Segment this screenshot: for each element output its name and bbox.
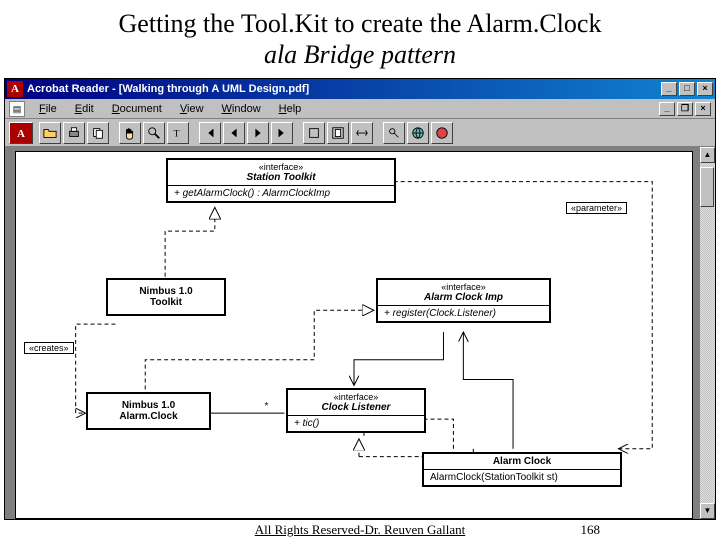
scroll-track[interactable] (700, 163, 715, 503)
operation: + getAlarmClock() : AlarmClockImp (168, 185, 394, 201)
web-link-button[interactable] (407, 122, 429, 144)
menu-edit[interactable]: Edit (67, 101, 102, 117)
scroll-down-button[interactable]: ▼ (700, 503, 715, 519)
class-alarm-clock: Alarm Clock AlarmClock(StationToolkit st… (422, 452, 622, 487)
content-area: * «interface» Station Toolkit + getAlarm… (5, 147, 715, 519)
edge-label-parameter: «parameter» (566, 202, 627, 214)
svg-text:*: * (265, 401, 269, 412)
mdi-restore-button[interactable]: ❐ (677, 102, 693, 116)
next-page-button[interactable] (247, 122, 269, 144)
hand-tool-button[interactable] (119, 122, 141, 144)
mdi-document-icon[interactable]: ▤ (9, 101, 25, 117)
document-viewport[interactable]: * «interface» Station Toolkit + getAlarm… (5, 147, 699, 519)
menu-view[interactable]: View (172, 101, 212, 117)
scroll-thumb[interactable] (700, 167, 714, 207)
slide-title-line2: ala Bridge pattern (20, 39, 700, 70)
adobe-logo-icon: A (9, 122, 33, 144)
page-number: 168 (581, 522, 601, 538)
stereotype: «interface» (384, 282, 543, 292)
fit-width-button[interactable] (351, 122, 373, 144)
class-station-toolkit: «interface» Station Toolkit + getAlarmCl… (166, 158, 396, 203)
class-name: Nimbus 1.0 Alarm.Clock (94, 400, 203, 422)
menu-document[interactable]: Document (104, 101, 170, 117)
uml-diagram-page: * «interface» Station Toolkit + getAlarm… (15, 151, 693, 519)
acrobat-window: A Acrobat Reader - [Walking through A UM… (4, 78, 716, 520)
first-page-button[interactable] (199, 122, 221, 144)
menu-file[interactable]: File (31, 101, 65, 117)
acrobat-app-icon: A (7, 81, 23, 97)
toolbar: A T (5, 119, 715, 147)
print-button[interactable] (63, 122, 85, 144)
menu-window[interactable]: Window (214, 101, 269, 117)
inner-window-controls: _ ❐ × (659, 102, 711, 116)
copy-button[interactable] (87, 122, 109, 144)
operation: + tic() (288, 415, 424, 431)
class-name: Alarm Clock Imp (384, 292, 543, 303)
class-clock-listener: «interface» Clock Listener + tic() (286, 388, 426, 433)
stereotype: «interface» (174, 162, 388, 172)
menu-file-rest: ile (46, 103, 57, 115)
menubar: ▤ File Edit Document View Window Help _ … (5, 99, 715, 119)
operation: AlarmClock(StationToolkit st) (424, 469, 620, 485)
scroll-up-button[interactable]: ▲ (700, 147, 715, 163)
slide-title-line1: Getting the Tool.Kit to create the Alarm… (20, 8, 700, 39)
close-button[interactable]: × (697, 82, 713, 96)
class-name: Station Toolkit (174, 172, 388, 183)
last-page-button[interactable] (271, 122, 293, 144)
mdi-minimize-button[interactable]: _ (659, 102, 675, 116)
class-nimbus-toolkit: Nimbus 1.0 Toolkit (106, 278, 226, 316)
minimize-button[interactable]: _ (661, 82, 677, 96)
zoom-tool-button[interactable] (143, 122, 165, 144)
actual-size-button[interactable] (303, 122, 325, 144)
adobe-online-button[interactable] (431, 122, 453, 144)
operation: + register(Clock.Listener) (378, 305, 549, 321)
stereotype: «interface» (294, 392, 418, 402)
class-name: Nimbus 1.0 Toolkit (114, 286, 218, 308)
maximize-button[interactable]: □ (679, 82, 695, 96)
vertical-scrollbar[interactable]: ▲ ▼ (699, 147, 715, 519)
mdi-close-button[interactable]: × (695, 102, 711, 116)
select-text-button[interactable]: T (167, 122, 189, 144)
footer-text: All Rights Reserved-Dr. Reuven Gallant (255, 522, 466, 537)
menu-help[interactable]: Help (271, 101, 310, 117)
slide-title: Getting the Tool.Kit to create the Alarm… (0, 0, 720, 74)
open-button[interactable] (39, 122, 61, 144)
class-nimbus-alarmclock: Nimbus 1.0 Alarm.Clock (86, 392, 211, 430)
edge-label-creates: «creates» (24, 342, 74, 354)
fit-page-button[interactable] (327, 122, 349, 144)
slide-footer: All Rights Reserved-Dr. Reuven Gallant 1… (0, 522, 720, 538)
svg-text:T: T (174, 128, 180, 139)
titlebar: A Acrobat Reader - [Walking through A UM… (5, 79, 715, 99)
class-alarm-clock-imp: «interface» Alarm Clock Imp + register(C… (376, 278, 551, 323)
window-title: Acrobat Reader - [Walking through A UML … (27, 83, 661, 95)
prev-page-button[interactable] (223, 122, 245, 144)
class-name: Alarm Clock (430, 456, 614, 467)
outer-window-controls: _ □ × (661, 82, 713, 96)
find-button[interactable] (383, 122, 405, 144)
class-name: Clock Listener (294, 402, 418, 413)
